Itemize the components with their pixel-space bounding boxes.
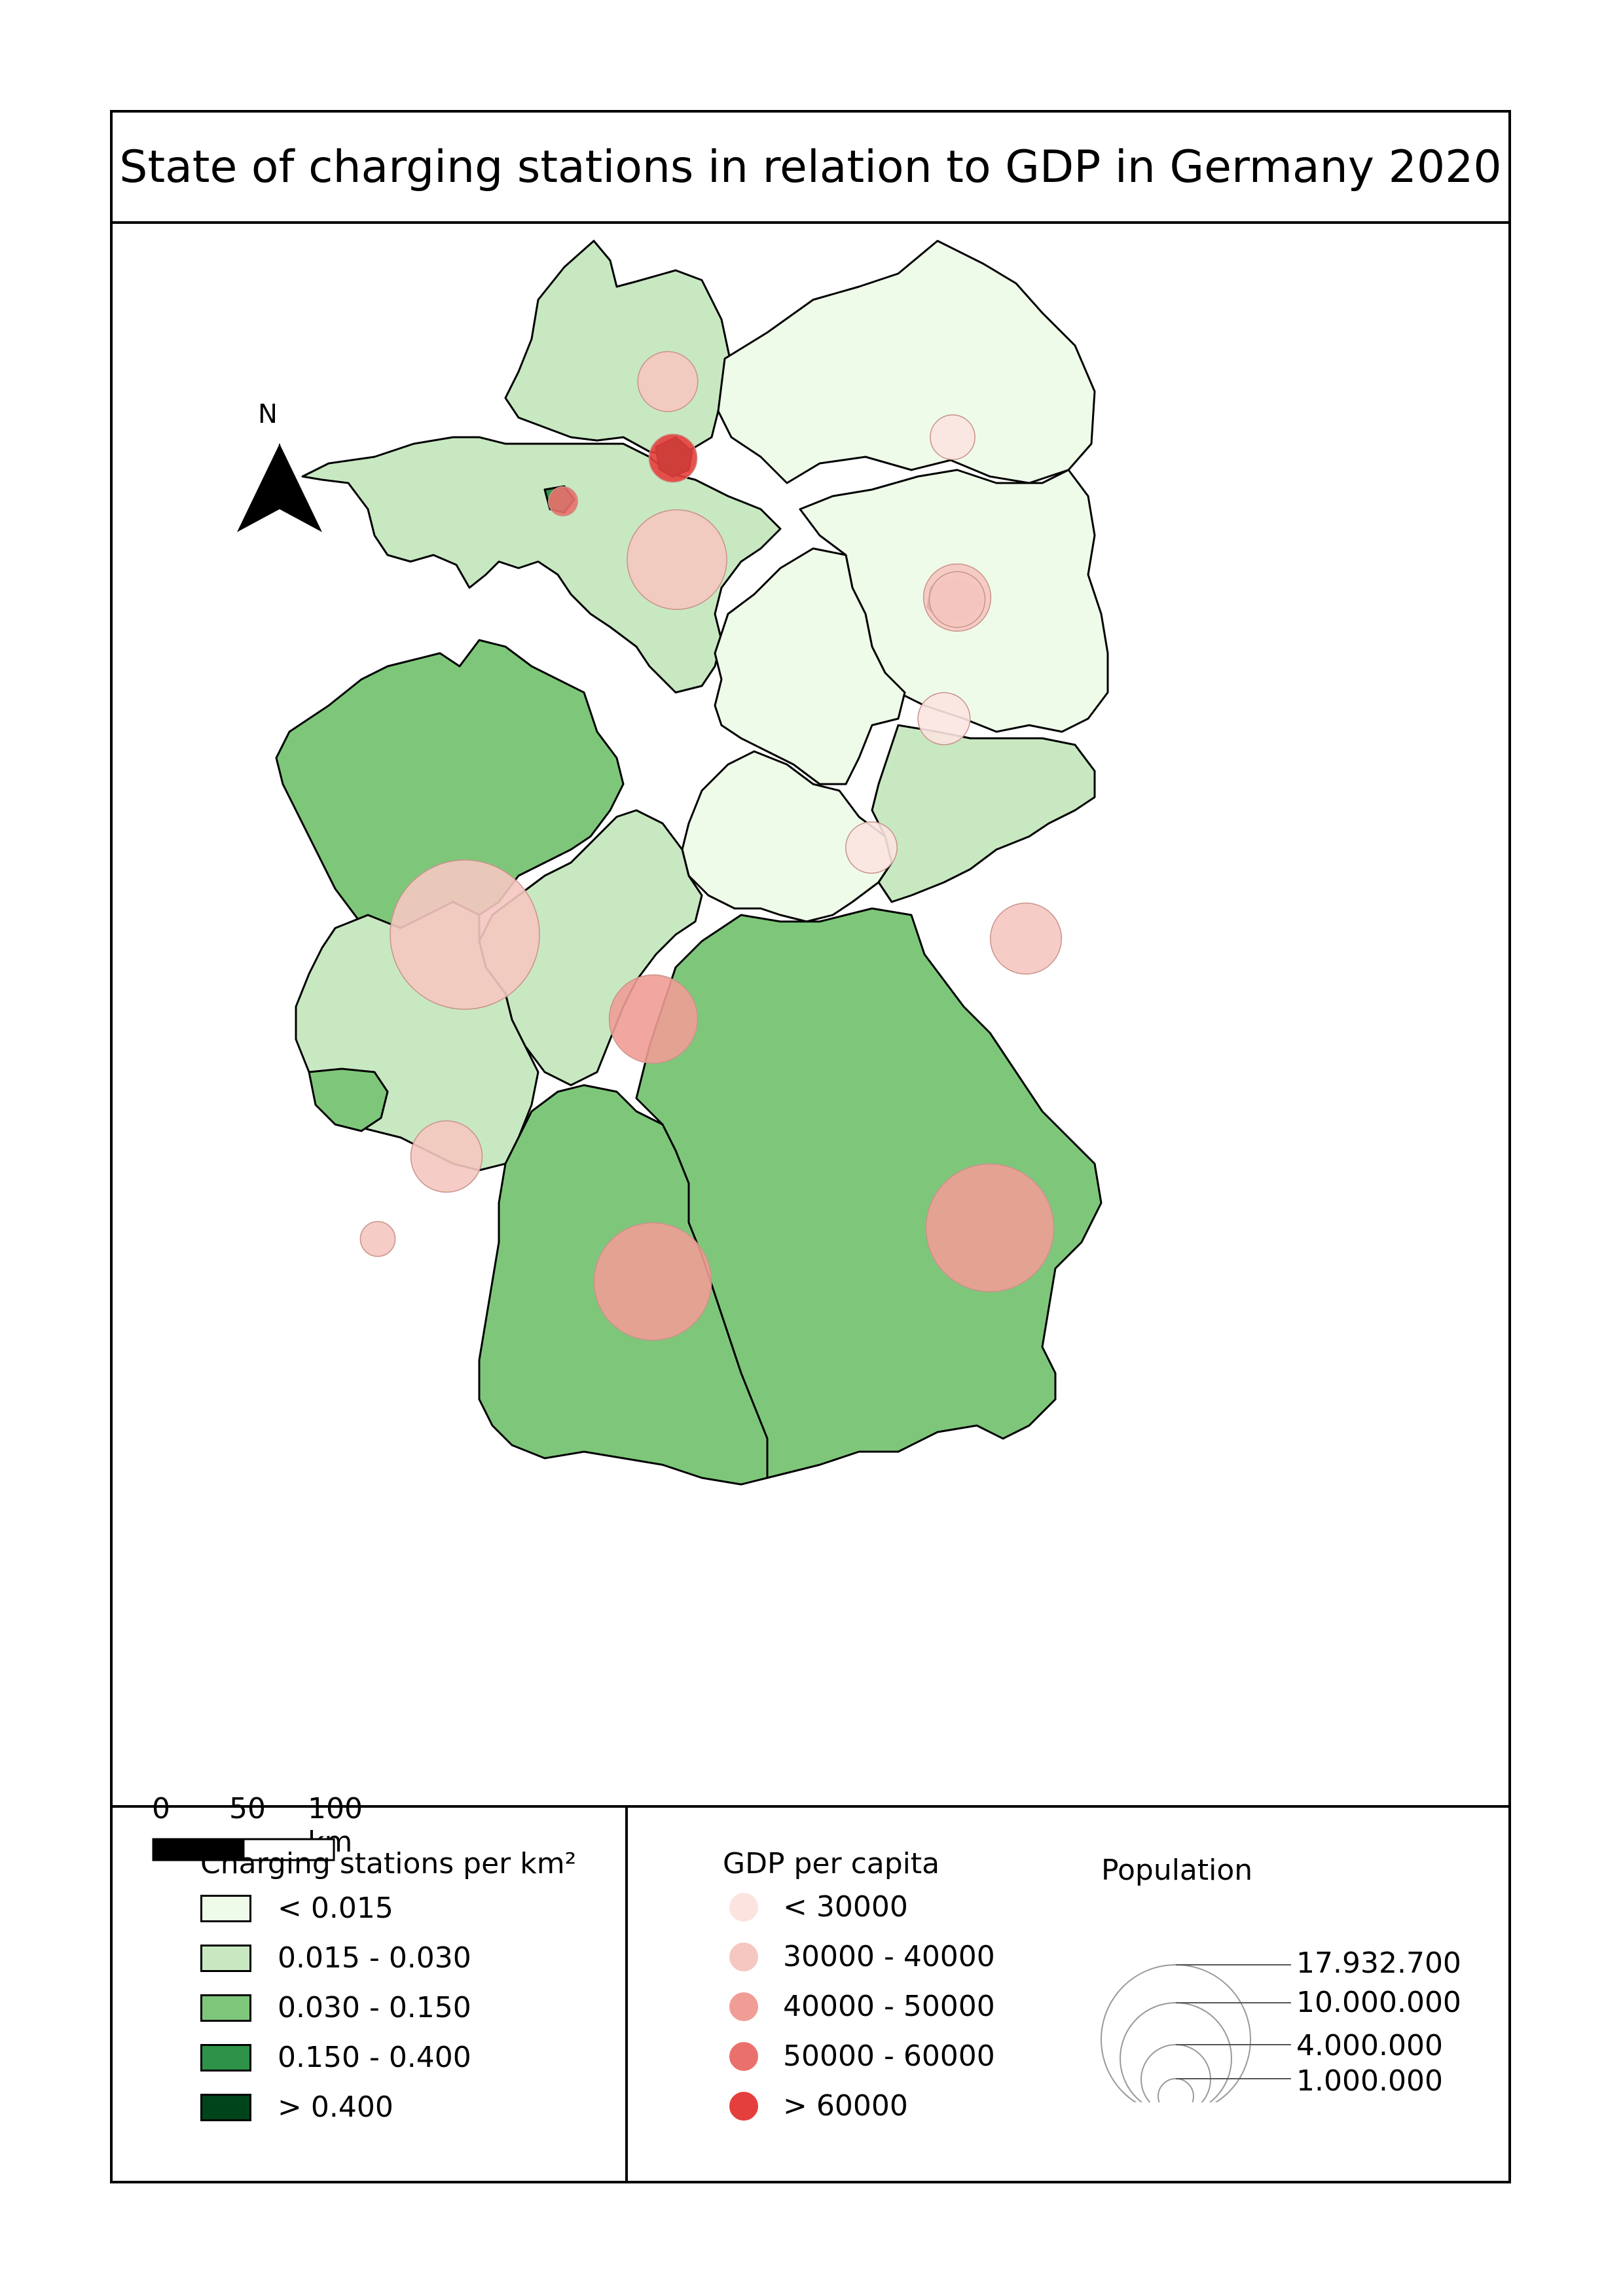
state-mecklenburg-vorpommern xyxy=(717,240,1096,484)
legend-label: 0.015 - 0.030 xyxy=(278,1941,471,1975)
state-nordrhein-westfalen xyxy=(275,639,625,942)
gdp-circle-mecklenburg-vorpommern xyxy=(930,414,976,460)
legend-label: 0.150 - 0.400 xyxy=(278,2041,471,2074)
gdp-dot xyxy=(729,2091,758,2121)
gdp-circle-hessen xyxy=(608,974,699,1064)
swatch xyxy=(200,1944,251,1972)
population-circles xyxy=(1101,1964,1291,2102)
scale-label-0: 0 xyxy=(152,1792,170,1825)
legend-label: > 0.400 xyxy=(278,2090,393,2124)
legend-label: 0.030 - 0.150 xyxy=(278,1991,471,2024)
north-arrow-icon xyxy=(237,444,322,532)
gdp-dot xyxy=(729,1992,758,2021)
state-sachsen-anhalt xyxy=(714,547,906,785)
legend-stations-title: Charging stations per km² xyxy=(200,1847,577,1880)
legend-gdp-title: GDP per capita xyxy=(723,1847,940,1880)
legend-stations-item: < 0.015 xyxy=(200,1892,393,1925)
legend-stations-item: 0.030 - 0.150 xyxy=(200,1991,471,2024)
gdp-circle-rheinland-pfalz xyxy=(410,1120,483,1193)
legend-gdp-item: 50000 - 60000 xyxy=(723,2039,995,2073)
population-label: 4.000.000 xyxy=(1296,2029,1443,2062)
legend-label: > 60000 xyxy=(783,2089,908,2123)
swatch xyxy=(200,2093,251,2121)
legend-label: < 30000 xyxy=(783,1890,908,1924)
legend-divider xyxy=(625,1808,628,2181)
state-saarland xyxy=(308,1067,389,1132)
population-label: 1.000.000 xyxy=(1296,2064,1443,2098)
gdp-dot xyxy=(729,1942,758,1971)
legend-label: 30000 - 40000 xyxy=(783,1940,995,1973)
germany-map xyxy=(275,240,1109,1486)
state-th-ringen xyxy=(681,750,893,923)
legend-gdp-item: 30000 - 40000 xyxy=(723,1940,995,1973)
gdp-circle-nordrhein-westfalen xyxy=(390,859,540,1010)
legend-area: Charging stations per km² < 0.015 0.015 … xyxy=(113,1805,1508,2181)
gdp-dot xyxy=(729,2041,758,2071)
north-label: N xyxy=(258,399,278,429)
legend-stations-item: > 0.400 xyxy=(200,2090,393,2124)
map-title: State of charging stations in relation t… xyxy=(119,141,1502,193)
gdp-circle-sachsen-anhalt xyxy=(917,692,971,745)
map-area: N 0 50 100 km xyxy=(113,221,1508,1861)
legend-stations-item: 0.015 - 0.030 xyxy=(200,1941,471,1975)
scale-bar-graphic xyxy=(152,1838,335,1861)
swatch xyxy=(200,1994,251,2022)
gdp-circle-schleswig-holstein xyxy=(637,351,699,412)
gdp-dot xyxy=(729,1892,758,1922)
legend-label: 40000 - 50000 xyxy=(783,1990,995,2023)
legend-label: 50000 - 60000 xyxy=(783,2039,995,2073)
map-frame: State of charging stations in relation t… xyxy=(110,110,1511,2183)
scale-label-50: 50 xyxy=(229,1792,266,1825)
gdp-circle-brandenburg xyxy=(928,571,986,628)
title-box: State of charging stations in relation t… xyxy=(113,113,1508,224)
legend-gdp-item: 40000 - 50000 xyxy=(723,1990,995,2023)
gdp-circle-hamburg xyxy=(648,433,698,483)
gdp-circle-th-ringen xyxy=(845,821,898,874)
state-sachsen xyxy=(871,724,1096,903)
state-niedersachsen xyxy=(301,436,782,694)
population-label: 10.000.000 xyxy=(1296,1986,1461,2019)
gdp-circle-sachsen xyxy=(989,902,1063,975)
state-schleswig-holstein xyxy=(504,240,733,458)
legend-gdp-item: < 30000 xyxy=(723,1890,908,1924)
legend-label: < 0.015 xyxy=(278,1892,393,1925)
gdp-circle-baden-w-rttemberg xyxy=(593,1222,712,1341)
gdp-circle-saarland xyxy=(359,1221,396,1257)
legend-population-title: Population xyxy=(1101,1854,1253,1887)
population-label: 17.932.700 xyxy=(1296,1946,1461,1980)
swatch xyxy=(200,1894,251,1922)
gdp-circle-bremen xyxy=(548,486,578,516)
legend-gdp-item: > 60000 xyxy=(723,2089,908,2123)
legend-stations-item: 0.150 - 0.400 xyxy=(200,2041,471,2074)
gdp-circle-niedersachsen xyxy=(627,509,727,610)
swatch xyxy=(200,2043,251,2072)
gdp-circle-bayern xyxy=(925,1163,1055,1293)
